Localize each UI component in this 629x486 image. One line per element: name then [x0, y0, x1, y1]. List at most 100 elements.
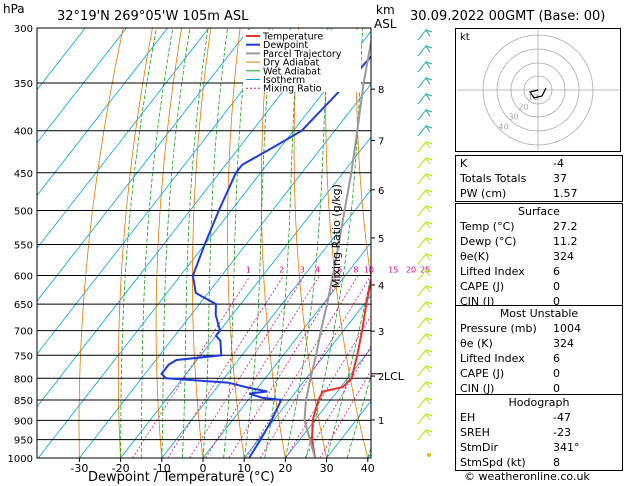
isotherm-line — [37, 28, 210, 249]
pressure-tick-label: 450 — [14, 169, 33, 180]
wind-barb — [417, 157, 433, 169]
wind-barb — [417, 429, 433, 441]
row-label: Lifted Index — [460, 352, 525, 365]
wind-barb — [417, 205, 433, 217]
series-temperature — [310, 275, 371, 458]
row-value: 6 — [553, 265, 560, 278]
mixing-ratio-label: 4 — [315, 266, 320, 275]
wind-barb — [417, 413, 433, 425]
table-row: Totals Totals 37 — [456, 171, 622, 186]
wind-barb — [417, 253, 433, 265]
row-label: CAPE (J) — [460, 367, 505, 380]
hodograph-ring-label: 40 — [498, 123, 508, 132]
mixing-ratio-label: 3 — [300, 266, 305, 275]
wind-barb — [417, 125, 433, 137]
series-dewpoint — [160, 55, 371, 458]
pressure-tick-label: 400 — [14, 127, 33, 138]
wind-barb — [417, 365, 433, 377]
wind-barb — [417, 141, 433, 153]
wet-adiabat-line — [223, 28, 250, 458]
row-value: -47 — [553, 411, 571, 424]
row-label: Lifted Index — [460, 265, 525, 278]
pressure-tick-label: 600 — [14, 272, 33, 283]
x-tick-label: -20 — [112, 462, 130, 475]
most-unstable-table: Most Unstable Pressure (mb) 1004 θe (K) 324 L… — [455, 305, 623, 397]
table-row: Dewp (°C) 11.2 — [456, 234, 622, 249]
row-label: CIN (J) — [460, 382, 495, 395]
mixing-ratio-line — [285, 315, 371, 458]
wet-adiabat-line — [120, 28, 157, 458]
surface-table: Surface Temp (°C) 27.2 Dewp (°C) 11.2 θe(K) 32… — [455, 203, 623, 310]
wind-barb — [417, 77, 433, 89]
table-row: Lifted Index 6 — [456, 264, 622, 279]
isotherm-line — [79, 83, 371, 458]
km-tick-label: 5 — [378, 234, 384, 245]
pressure-tick-label: 1000 — [8, 454, 33, 465]
table-title: Most Unstable — [499, 307, 579, 320]
dry-adiabat-line — [386, 28, 450, 458]
x-axis-label: Dewpoint / Temperature (°C) — [88, 470, 275, 485]
km-tick-label: 2 — [378, 372, 384, 383]
pressure-tick-label: 850 — [14, 396, 33, 407]
wind-barb — [417, 221, 433, 233]
table-row: Lifted Index 6 — [456, 351, 622, 366]
legend-label: Temperature — [262, 32, 323, 43]
table-title: Hodograph — [508, 396, 570, 409]
wind-barb — [417, 301, 433, 313]
legend-label: Mixing Ratio — [263, 84, 322, 95]
table-row: StmDir 341° — [456, 440, 622, 455]
row-value: 341° — [553, 441, 580, 454]
wind-barb — [417, 189, 433, 201]
isotherm-line — [37, 28, 86, 91]
row-value: 1004 — [553, 322, 581, 335]
table-row: Temp (°C) 27.2 — [456, 219, 622, 234]
table-row: θe (K) 324 — [456, 336, 622, 351]
row-value: 0 — [553, 382, 560, 395]
copyright-footer: © weatheronline.co.uk — [464, 470, 590, 483]
wind-barb — [417, 45, 433, 57]
pressure-tick-label: 300 — [14, 24, 33, 35]
pressure-tick-label: 550 — [14, 240, 33, 251]
surface-wind-dot — [427, 453, 431, 457]
mixing-ratio-label: 25 — [420, 266, 430, 275]
row-value: 27.2 — [553, 220, 578, 233]
wind-barb — [417, 349, 433, 361]
mixing-ratio-line — [319, 369, 371, 458]
row-label: Totals Totals — [460, 172, 527, 185]
row-label: PW (cm) — [460, 187, 507, 200]
datetime-title: 30.09.2022 00GMT (Base: 00) — [410, 9, 606, 24]
location-title: 32°19'N 269°05'W 105m ASL — [57, 9, 249, 24]
table-row: CIN (J) 0 — [456, 381, 622, 396]
table-row: CIN (J) 0 — [456, 294, 622, 309]
wet-adiabat-line — [243, 28, 273, 458]
mixing-ratio-line — [228, 275, 343, 458]
km-tick-label: 1 — [378, 416, 384, 427]
row-label: StmDir — [460, 441, 499, 454]
mixing-ratio-label: 10 — [364, 266, 374, 275]
legend-label: Dry Adiabat — [263, 58, 320, 69]
x-tick-label: 40 — [361, 462, 375, 475]
wind-barb — [417, 397, 433, 409]
mixing-ratio-label: 8 — [353, 266, 358, 275]
table-row: Pressure (mb) 1004 — [456, 321, 622, 336]
isotherm-line — [37, 28, 251, 302]
table-row: CAPE (J) 0 — [456, 366, 622, 381]
pressure-tick-label: 500 — [14, 206, 33, 217]
isotherm-line — [37, 28, 168, 197]
row-label: CIN (J) — [460, 295, 495, 308]
x-tick-label: -10 — [153, 462, 171, 475]
row-value: 0 — [553, 367, 560, 380]
row-label: Dewp (°C) — [460, 235, 517, 248]
legend-label: Isotherm — [263, 75, 305, 86]
dry-adiabat-line — [355, 28, 371, 282]
wet-adiabat-line — [264, 28, 300, 458]
pressure-tick-label: 350 — [14, 79, 33, 90]
pressure-tick-label: 950 — [14, 436, 33, 447]
row-label: K — [460, 157, 468, 170]
row-value: 324 — [553, 337, 574, 350]
table-title: Surface — [518, 205, 560, 218]
row-value: -23 — [553, 426, 571, 439]
x-tick-label: 0 — [200, 462, 207, 475]
wind-barb — [417, 93, 433, 105]
